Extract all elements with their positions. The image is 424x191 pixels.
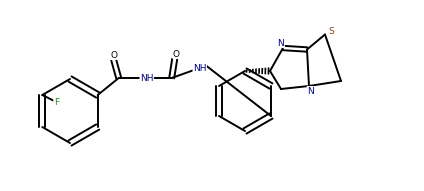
Text: F: F <box>54 97 59 107</box>
Text: N: N <box>278 39 285 48</box>
Text: N: N <box>307 87 314 96</box>
Text: O: O <box>173 49 180 58</box>
Text: NH: NH <box>193 63 206 73</box>
Text: O: O <box>110 50 117 60</box>
Text: S: S <box>328 27 334 36</box>
Text: NH: NH <box>140 74 153 83</box>
